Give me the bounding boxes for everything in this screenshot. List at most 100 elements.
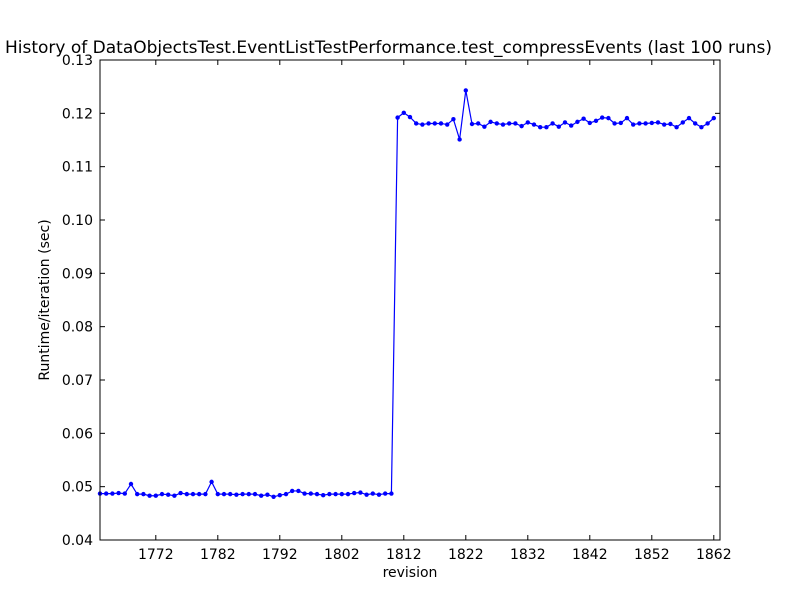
data-point bbox=[513, 121, 518, 126]
data-point bbox=[606, 115, 611, 121]
data-point bbox=[178, 490, 183, 496]
data-point bbox=[612, 121, 617, 126]
data-point bbox=[314, 491, 320, 497]
data-point bbox=[321, 493, 326, 498]
y-tick-label: 0.12 bbox=[62, 106, 93, 122]
data-point bbox=[370, 491, 375, 496]
data-point bbox=[451, 117, 456, 122]
data-point bbox=[556, 124, 561, 129]
data-point bbox=[283, 491, 289, 497]
plot-area bbox=[100, 60, 720, 540]
y-tick-label: 0.05 bbox=[62, 480, 93, 496]
x-tick-label: 1772 bbox=[138, 547, 174, 563]
data-point bbox=[215, 491, 220, 497]
data-point bbox=[618, 120, 623, 126]
data-point bbox=[345, 491, 351, 497]
data-point bbox=[184, 491, 189, 497]
x-tick-label: 1862 bbox=[696, 547, 732, 563]
y-tick-label: 0.06 bbox=[62, 426, 93, 442]
data-point bbox=[271, 494, 276, 499]
data-point bbox=[525, 120, 530, 125]
data-point bbox=[438, 121, 444, 126]
chart-title: History of DataObjectsTest.EventListTest… bbox=[5, 38, 772, 58]
data-point bbox=[674, 125, 679, 130]
data-point bbox=[538, 125, 543, 130]
data-point bbox=[135, 491, 140, 497]
data-point bbox=[333, 491, 338, 497]
data-point bbox=[352, 490, 357, 496]
data-point bbox=[445, 122, 450, 127]
data-point bbox=[327, 491, 332, 497]
data-point bbox=[705, 121, 710, 126]
data-point bbox=[128, 481, 134, 487]
data-point bbox=[562, 120, 568, 125]
data-point bbox=[240, 491, 245, 497]
data-point bbox=[500, 122, 506, 127]
y-tick-label: 0.11 bbox=[62, 160, 93, 176]
x-tick-label: 1842 bbox=[572, 547, 608, 563]
y-tick-label: 0.08 bbox=[62, 320, 93, 336]
data-point bbox=[104, 491, 109, 496]
data-point bbox=[507, 121, 512, 126]
data-point bbox=[624, 115, 630, 121]
data-point bbox=[116, 490, 121, 496]
data-point bbox=[166, 492, 171, 497]
data-point bbox=[290, 488, 295, 494]
data-point bbox=[711, 115, 716, 121]
data-point bbox=[426, 121, 431, 126]
data-point bbox=[277, 493, 282, 498]
data-point bbox=[172, 493, 177, 498]
data-point bbox=[203, 491, 208, 497]
ticks-layer: 1772 1782 1792 1802 1812 1822 1832 1842 1852 1862… bbox=[62, 53, 732, 563]
data-point bbox=[228, 491, 233, 497]
data-point bbox=[699, 125, 704, 130]
y-tick-label: 0.04 bbox=[62, 533, 93, 549]
data-point bbox=[457, 137, 462, 142]
data-point bbox=[550, 121, 555, 126]
series-line bbox=[100, 90, 715, 498]
data-point bbox=[364, 492, 369, 497]
x-tick-label: 1822 bbox=[448, 547, 484, 563]
data-point bbox=[420, 122, 425, 127]
data-point bbox=[637, 121, 642, 126]
data-point bbox=[147, 493, 152, 498]
plot-frame bbox=[99, 59, 721, 541]
x-tick-label: 1792 bbox=[262, 547, 298, 563]
data-point bbox=[259, 493, 264, 498]
series-layer bbox=[97, 88, 716, 499]
data-point bbox=[209, 479, 214, 485]
data-point bbox=[463, 88, 468, 93]
data-point bbox=[482, 124, 487, 129]
data-point bbox=[153, 493, 158, 498]
data-point bbox=[600, 115, 605, 120]
data-point bbox=[649, 120, 654, 126]
y-tick-label: 0.10 bbox=[62, 213, 93, 229]
data-point bbox=[569, 123, 574, 128]
y-axis-label: Runtime/iteration (sec) bbox=[37, 219, 53, 380]
data-point bbox=[469, 121, 475, 127]
data-point bbox=[643, 121, 648, 126]
data-point bbox=[662, 122, 667, 127]
y-tick-label: 0.13 bbox=[62, 53, 93, 69]
data-point bbox=[122, 491, 128, 496]
data-point bbox=[494, 121, 499, 126]
data-point bbox=[686, 115, 692, 121]
data-point bbox=[339, 491, 344, 497]
data-point bbox=[519, 123, 524, 129]
data-point bbox=[296, 488, 301, 494]
data-point bbox=[234, 492, 239, 497]
data-point bbox=[631, 122, 636, 127]
data-point bbox=[655, 120, 661, 125]
data-point bbox=[358, 490, 363, 495]
x-tick-label: 1802 bbox=[324, 547, 360, 563]
y-tick-label: 0.07 bbox=[62, 373, 93, 389]
data-point bbox=[668, 121, 673, 127]
x-axis-label: revision bbox=[383, 565, 438, 581]
data-point bbox=[141, 491, 146, 497]
y-tick-label: 0.09 bbox=[62, 266, 93, 282]
data-point bbox=[476, 121, 481, 126]
data-point bbox=[265, 492, 270, 497]
data-point bbox=[190, 491, 196, 497]
data-point bbox=[389, 491, 394, 496]
